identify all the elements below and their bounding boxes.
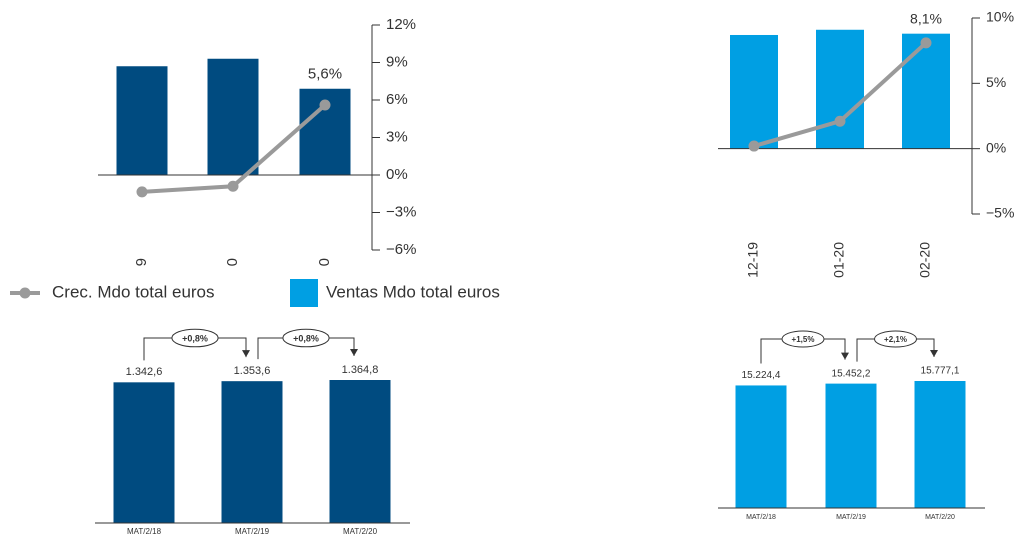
legend-label: Crec. Mdo total euros	[52, 282, 215, 301]
line-marker	[920, 37, 932, 49]
growth-label: +0,8%	[293, 333, 319, 343]
y-tick-label: −5%	[986, 205, 1014, 221]
bar	[116, 66, 168, 175]
value-label: 8,1%	[910, 10, 942, 26]
growth-label: +1,5%	[792, 335, 815, 344]
arrow-head	[350, 349, 358, 356]
value-label: 1.353,6	[234, 365, 271, 377]
x-tick-label: 12-19	[745, 242, 761, 278]
y-tick-label: 12%	[386, 16, 416, 33]
value-label: 15.224,4	[742, 370, 781, 381]
bar	[329, 380, 391, 523]
bar	[825, 383, 877, 508]
x-tick-label: MAT/2/20	[343, 527, 378, 536]
value-label: 15.452,2	[832, 368, 871, 379]
x-tick-label: MAT/2/20	[925, 514, 955, 521]
value-label: 1.364,8	[342, 364, 379, 376]
x-tick-label: 0	[224, 258, 241, 266]
arrow-head	[841, 352, 849, 360]
arrow-head	[930, 350, 938, 357]
x-tick-label: MAT/2/19	[235, 527, 270, 536]
growth-oval	[781, 330, 825, 348]
x-tick-label: MAT/2/18	[127, 527, 162, 536]
x-tick-label: 0	[316, 258, 333, 266]
y-tick-label: 10%	[986, 9, 1014, 25]
bar	[816, 29, 864, 149]
y-tick-label: 0%	[986, 139, 1006, 155]
growth-oval	[171, 328, 219, 348]
line-marker	[834, 115, 846, 127]
bar	[207, 58, 259, 175]
growth-label: +2,1%	[884, 335, 907, 344]
y-tick-label: 5%	[986, 74, 1006, 90]
bar	[730, 34, 778, 149]
line-marker	[319, 99, 331, 111]
y-tick-label: −6%	[386, 241, 416, 258]
legend-marker	[19, 287, 31, 299]
line-marker	[227, 180, 239, 192]
x-tick-label: MAT/2/19	[836, 514, 866, 521]
y-tick-label: 9%	[386, 53, 408, 70]
x-tick-label: 02-20	[917, 242, 933, 278]
y-tick-label: −3%	[386, 203, 416, 220]
growth-label: +0,8%	[182, 333, 208, 343]
legend-label: Ventas Mdo total euros	[326, 282, 500, 301]
legend-swatch	[290, 279, 318, 307]
line-marker	[136, 186, 148, 198]
bar	[902, 33, 950, 149]
bar	[914, 381, 966, 508]
y-tick-label: 3%	[386, 128, 408, 145]
bar	[735, 385, 787, 508]
value-label: 15.777,1	[921, 366, 960, 377]
x-tick-label: 01-20	[831, 242, 847, 278]
growth-oval	[874, 330, 917, 348]
y-tick-label: 0%	[386, 166, 408, 183]
arrow-head	[242, 350, 250, 358]
y-tick-label: 6%	[386, 91, 408, 108]
line-marker	[748, 140, 760, 152]
bar	[221, 381, 283, 523]
growth-oval	[282, 328, 330, 348]
x-tick-label: MAT/2/18	[746, 514, 776, 521]
x-tick-label: 9	[133, 258, 150, 266]
value-label: 1.342,6	[126, 366, 163, 378]
bar	[113, 382, 175, 523]
value-label: 5,6%	[308, 66, 342, 83]
